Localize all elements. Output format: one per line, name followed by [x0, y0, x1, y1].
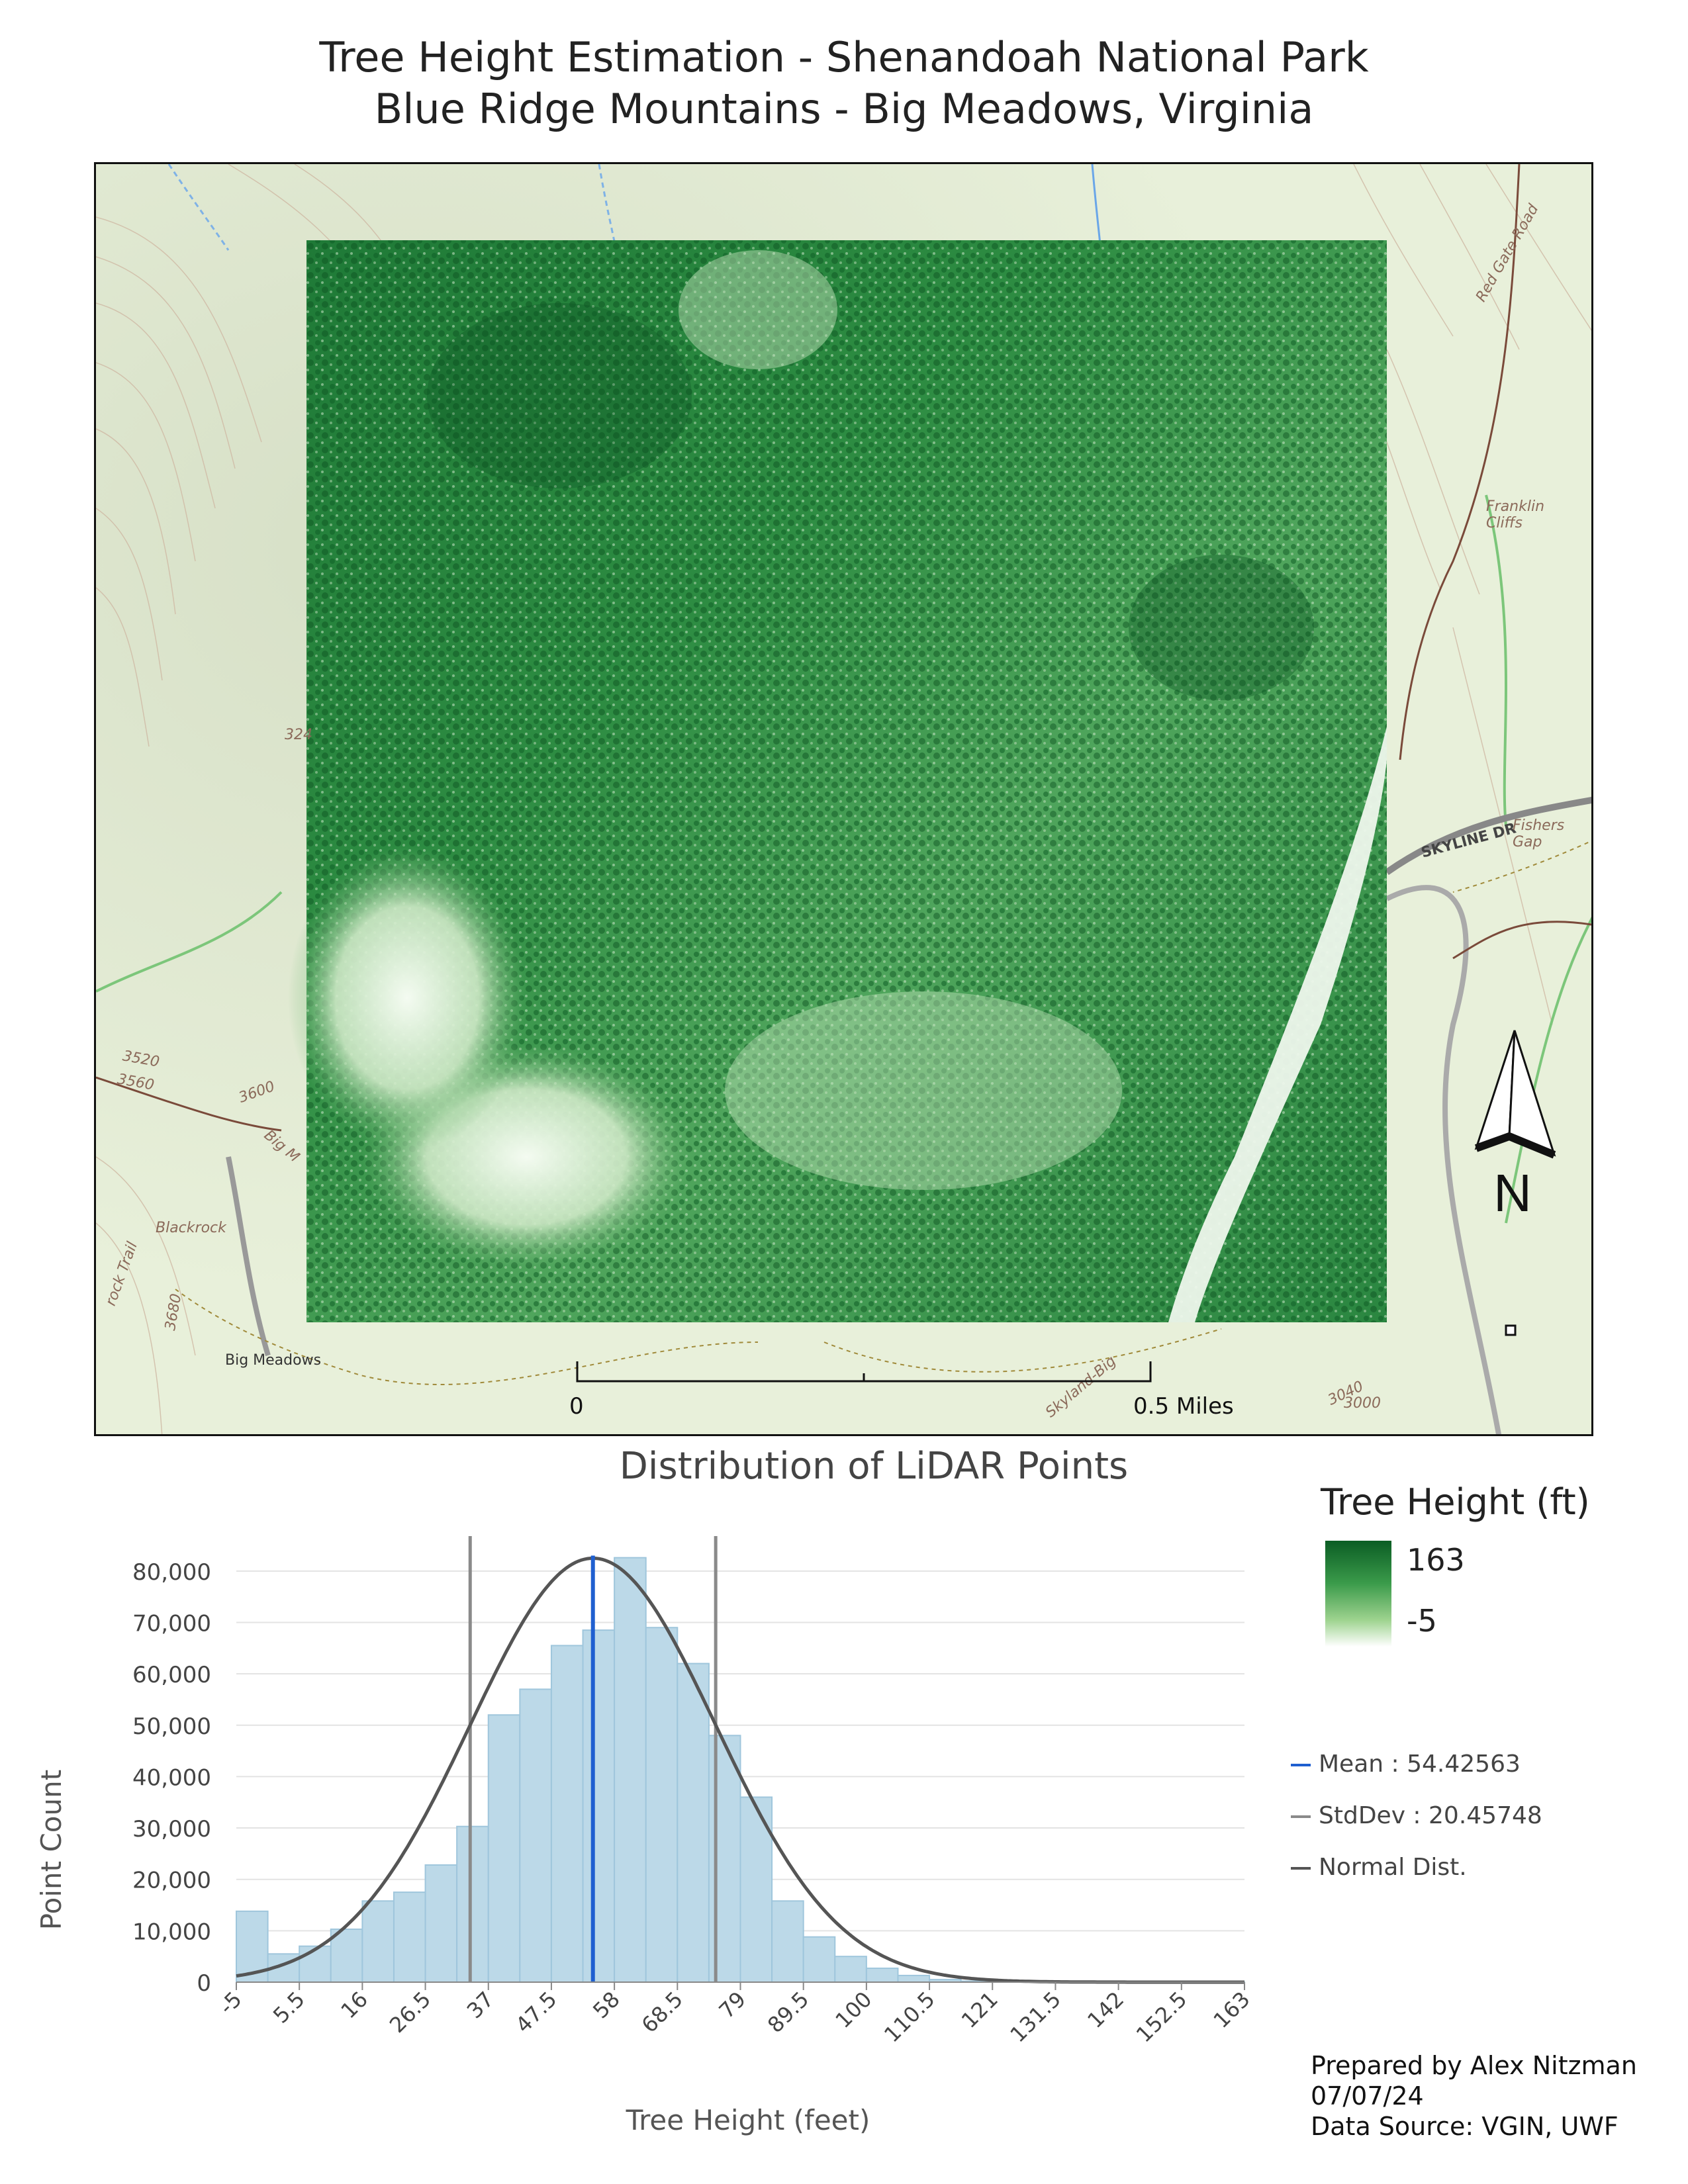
legend-stddev: StdDev : 20.45748 — [1291, 1802, 1542, 1829]
y-tick-label: 20,000 — [132, 1868, 211, 1894]
credit-source: Data Source: VGIN, UWF — [1311, 2112, 1618, 2141]
x-tick-label: 163 — [1209, 1987, 1255, 2033]
histogram-bar — [456, 1825, 489, 1983]
x-tick-label: 68.5 — [637, 1987, 688, 2038]
legend-min: -5 — [1407, 1603, 1437, 1639]
label-big-meadows: Big Meadows — [225, 1352, 322, 1369]
legend-max: 163 — [1407, 1542, 1465, 1578]
x-tick-label: 142 — [1082, 1987, 1129, 2033]
north-arrow-icon: N — [1474, 1030, 1556, 1221]
x-tick-label: 121 — [957, 1987, 1003, 2033]
credit-date: 07/07/24 — [1311, 2081, 1424, 2111]
mean-swatch — [1291, 1764, 1311, 1766]
y-axis-label: Point Count — [35, 1770, 68, 1930]
y-tick-label: 40,000 — [132, 1764, 211, 1791]
basemap — [96, 164, 1591, 1434]
x-tick-label: 26.5 — [385, 1987, 436, 2038]
y-tick-label: 10,000 — [132, 1919, 211, 1945]
histogram-bar — [865, 1968, 899, 1983]
y-tick-label: 70,000 — [132, 1610, 211, 1637]
y-tick-label: 60,000 — [132, 1662, 211, 1688]
label-fishers-gap: Fishers Gap — [1513, 817, 1565, 850]
legend-mean: Mean : 54.42563 — [1291, 1751, 1521, 1778]
histogram-bar — [361, 1900, 395, 1983]
x-tick-label: -5 — [214, 1987, 246, 2019]
contour-label: 3000 — [1344, 1395, 1381, 1412]
legend-normal: Normal Dist. — [1291, 1854, 1467, 1881]
histogram-bar — [614, 1557, 647, 1983]
label-blackrock: Blackrock — [156, 1220, 226, 1236]
histogram-bar — [771, 1900, 804, 1983]
contour-label: 324 — [285, 727, 312, 743]
histogram-bar — [897, 1974, 931, 1983]
x-tick-label: 58 — [588, 1987, 625, 2024]
color-ramp — [1325, 1541, 1391, 1647]
x-tick-label: 110.5 — [879, 1987, 940, 2048]
histogram-bar — [299, 1945, 332, 1983]
scale-end-label: 0.5 Miles — [1133, 1393, 1234, 1420]
x-tick-label: 47.5 — [510, 1987, 561, 2038]
y-tick-label: 50,000 — [132, 1713, 211, 1740]
histogram-bar — [645, 1627, 679, 1983]
histogram-bar — [519, 1688, 552, 1983]
y-tick-label: 0 — [197, 1970, 211, 1997]
histogram-bar — [582, 1629, 616, 1983]
histogram-bar — [424, 1864, 458, 1983]
histogram-bars — [236, 1557, 1245, 1983]
x-tick-label: 79 — [714, 1987, 751, 2024]
histogram-chart[interactable]: 0 10,000 20,000 30,000 40,000 50,000 60,000 70,… — [0, 1489, 1688, 2184]
histogram-bar — [834, 1956, 867, 1983]
histogram-bar — [550, 1645, 584, 1983]
x-tick-label: 5.5 — [268, 1987, 310, 2028]
normal-swatch — [1291, 1867, 1311, 1870]
histogram-bar — [802, 1936, 836, 1983]
chart-title: Distribution of LiDAR Points — [619, 1445, 1129, 1488]
y-tick-label: 80,000 — [132, 1559, 211, 1586]
x-tick-label: 100 — [830, 1987, 876, 2033]
x-axis-label: Tree Height (feet) — [626, 2104, 870, 2136]
x-tick-label: 37 — [462, 1987, 499, 2024]
legend-title: Tree Height (ft) — [1321, 1481, 1590, 1523]
credit-author: Prepared by Alex Nitzman — [1311, 2051, 1637, 2080]
credits: Prepared by Alex Nitzman 07/07/24 Data S… — [1311, 2050, 1637, 2142]
map-frame[interactable]: Red Gate Road Franklin Cliffs SKYLINE DR… — [94, 162, 1593, 1436]
scale-start-label: 0 — [569, 1393, 584, 1420]
x-tick-label: 89.5 — [763, 1987, 814, 2038]
map-title: Tree Height Estimation - Shenandoah Nati… — [319, 33, 1369, 81]
normal-label: Normal Dist. — [1319, 1854, 1467, 1881]
histogram-bar — [487, 1714, 521, 1983]
x-tick-label: 16 — [336, 1987, 373, 2024]
stddev-swatch — [1291, 1815, 1311, 1818]
y-tick-label: 30,000 — [132, 1816, 211, 1843]
north-label: N — [1493, 1163, 1532, 1221]
label-franklin-cliffs: Franklin Cliffs — [1486, 498, 1545, 531]
x-tick-label: 152.5 — [1131, 1987, 1192, 2048]
histogram-bar — [677, 1662, 710, 1983]
histogram-bar — [708, 1735, 741, 1983]
map-subtitle: Blue Ridge Mountains - Big Meadows, Virg… — [374, 85, 1314, 133]
stddev-label: StdDev : 20.45748 — [1319, 1802, 1542, 1829]
mean-label: Mean : 54.42563 — [1319, 1751, 1521, 1778]
histogram-bar — [393, 1891, 426, 1983]
x-tick-label: 131.5 — [1005, 1987, 1066, 2048]
scale-bar — [576, 1361, 1152, 1383]
